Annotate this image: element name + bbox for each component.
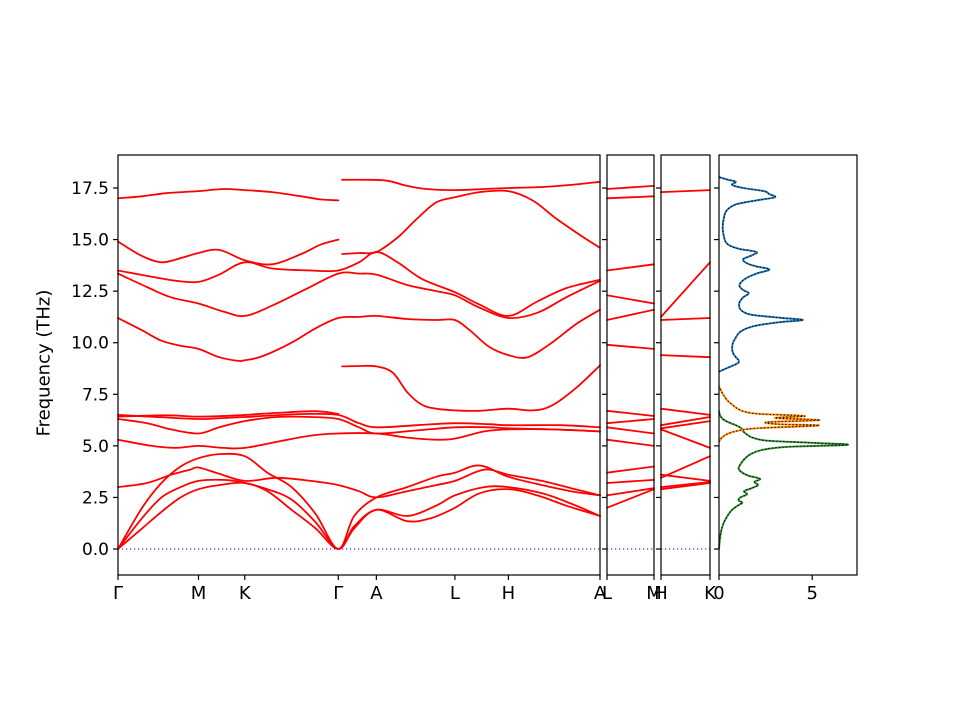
phonon-band-curve xyxy=(341,178,601,192)
phonon-band-curve xyxy=(606,426,655,435)
phonon-band-curve xyxy=(117,428,601,450)
phonon-band-curve xyxy=(117,271,601,320)
axes-frame xyxy=(117,154,601,576)
phonon-band-curve xyxy=(606,487,655,497)
phonon-band-curve xyxy=(660,189,711,193)
phonon-band-curve xyxy=(660,317,711,321)
x-tick-label: H xyxy=(654,583,668,604)
x-tick-label: H xyxy=(502,583,516,604)
x-tick-label: 0 xyxy=(713,583,724,604)
phonon-band-curve xyxy=(606,418,655,425)
y-tick-label: 0.0 xyxy=(82,540,109,560)
phonon-band-curve xyxy=(660,261,711,318)
phonon-band-curve xyxy=(117,481,601,550)
x-tick-label: L xyxy=(602,583,612,604)
x-tick-label: K xyxy=(704,583,717,604)
phonon-band-curve xyxy=(117,251,601,317)
panel-band-main: 0.0 2.5 5.0 7.5 10.0 12.5 15.0 17.5 Γ M K Γ A L H A xyxy=(71,154,607,604)
phonon-band-curve xyxy=(117,452,601,550)
x-tick-label: M xyxy=(646,583,662,604)
x-tick-label: M xyxy=(191,583,207,604)
phonon-band-curve xyxy=(117,188,340,202)
phonon-band-curve xyxy=(606,263,655,272)
phonon-band-curve xyxy=(117,412,601,429)
phonon-band-curve xyxy=(660,428,711,449)
phonon-band-curve xyxy=(606,438,655,447)
phonon-band-curve xyxy=(606,343,655,350)
axes-frame xyxy=(718,154,858,576)
x-tick-label: K xyxy=(239,583,252,604)
dos-optical-blue-dots xyxy=(718,176,804,373)
phonon-band-curve xyxy=(117,410,340,418)
phonon-band-curve xyxy=(606,409,655,417)
phonon-band-curve xyxy=(606,465,655,474)
phonon-band-curve xyxy=(606,479,655,484)
phonon-band-curve xyxy=(660,481,711,488)
phonon-band-curve xyxy=(117,466,601,499)
phonon-band-curve xyxy=(341,189,601,255)
phonon-band-curve xyxy=(660,473,711,482)
phonon-band-curve xyxy=(660,354,711,359)
phonon-band-curve xyxy=(660,482,711,491)
y-tick-label: 2.5 xyxy=(82,488,109,508)
y-tick-label: 17.5 xyxy=(71,179,109,199)
y-tick-label: 10.0 xyxy=(71,334,109,354)
axes-frame xyxy=(660,154,711,576)
dos-mid-orange-curve xyxy=(718,385,821,443)
y-axis-label: Frequency (THz) xyxy=(33,289,55,437)
phonon-band-curve xyxy=(606,294,655,305)
phonon-band-curve xyxy=(660,407,711,416)
phonon-band-curve xyxy=(117,415,601,435)
y-tick-label: 5.0 xyxy=(82,437,109,457)
phonon-band-curve xyxy=(117,238,340,266)
y-tick-label: 15.0 xyxy=(71,231,109,251)
phonon-band-curve xyxy=(606,488,655,509)
phonon-band-curve xyxy=(606,308,655,321)
x-tick-label: A xyxy=(370,583,383,604)
dos-acoustic-green-dots xyxy=(718,410,849,550)
axes-frame xyxy=(606,154,655,576)
phonon-band-curve xyxy=(660,416,711,427)
dos-mid-orange-dots xyxy=(718,385,821,443)
y-tick-label: 7.5 xyxy=(82,385,109,405)
y-tick-label: 12.5 xyxy=(71,282,109,302)
x-tick-label: Γ xyxy=(113,583,123,604)
phonon-band-curve xyxy=(606,195,655,200)
x-tick-label: 5 xyxy=(807,583,818,604)
x-tick-label: A xyxy=(594,583,607,604)
phonon-band-curve xyxy=(660,420,711,430)
phonon-band-curve xyxy=(606,185,655,190)
phonon-band-curve xyxy=(117,308,601,363)
phonon-band-curve xyxy=(341,364,601,412)
phonon-band-curve xyxy=(660,455,711,479)
phonon-band-curve xyxy=(117,478,601,550)
x-tick-label: L xyxy=(450,583,460,604)
x-tick-label: Γ xyxy=(333,583,343,604)
